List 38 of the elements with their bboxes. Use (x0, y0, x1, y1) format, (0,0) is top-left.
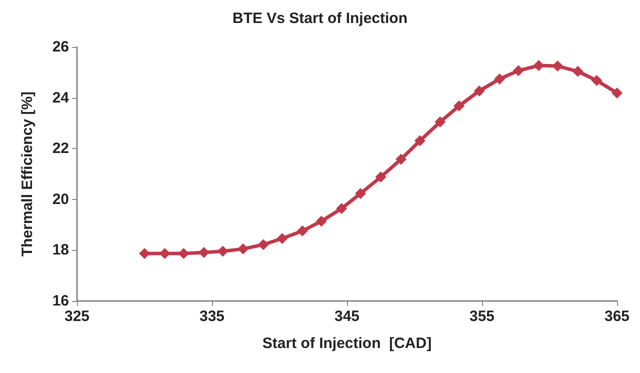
point (612, 87, 622, 98)
point (512, 65, 524, 76)
point (276, 233, 288, 244)
chart-title: BTE Vs Start of Injection (232, 10, 408, 27)
point (178, 248, 190, 259)
point (336, 203, 348, 214)
point (238, 243, 249, 254)
point (355, 188, 366, 200)
point (396, 154, 406, 165)
point (434, 116, 446, 128)
point (591, 75, 602, 86)
y-tick-label: 20 (52, 190, 69, 208)
point (159, 248, 170, 259)
point (494, 74, 506, 85)
point (375, 172, 386, 183)
point (414, 135, 426, 146)
point (552, 60, 564, 72)
x-axis-title: Start of Injection [CAD] (262, 335, 432, 352)
y-tick-label: 22 (52, 140, 69, 158)
point (454, 100, 465, 112)
y-axis-title: Thermall Efficiency [%] (19, 91, 36, 257)
y-tick-label: 24 (52, 89, 70, 106)
x-tick-label: 335 (199, 308, 225, 325)
x-tick-label: 355 (469, 308, 495, 325)
point (474, 85, 485, 96)
point (316, 216, 327, 227)
x-tick-label: 325 (64, 308, 90, 325)
x-tick-label: 365 (604, 308, 630, 325)
y-tick-label: 26 (52, 38, 69, 56)
y-tick-label: 18 (52, 242, 69, 259)
x-tick-label: 345 (334, 308, 360, 325)
point (217, 246, 228, 257)
point (258, 239, 269, 250)
point (139, 248, 150, 259)
point (296, 225, 308, 236)
point (533, 60, 544, 72)
point (572, 66, 584, 77)
y-tick-label: 16 (52, 292, 69, 310)
